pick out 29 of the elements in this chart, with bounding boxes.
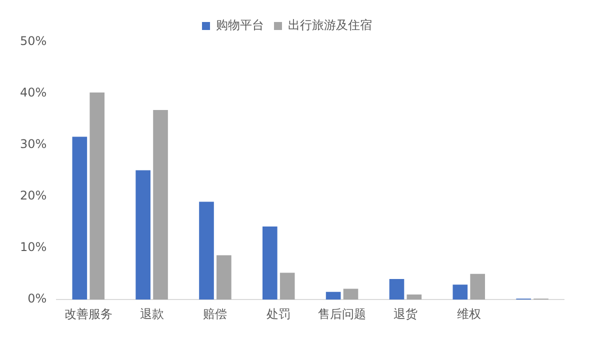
- x-tick-label: 退货: [393, 306, 418, 321]
- x-tick-label: 售后问题: [318, 306, 366, 321]
- bar: [452, 284, 468, 300]
- bar: [136, 170, 150, 300]
- bar: [72, 136, 88, 300]
- legend-label: 出行旅游及住宿: [288, 18, 372, 32]
- y-tick-label: 40%: [20, 86, 47, 100]
- bar: [343, 288, 358, 300]
- bar: [262, 226, 278, 300]
- y-tick-label: 20%: [20, 188, 47, 203]
- bar: [199, 202, 214, 300]
- x-tick-label: 赔偿: [203, 306, 228, 321]
- bar: [326, 292, 341, 300]
- bar: [406, 294, 422, 300]
- legend-label: 购物平台: [216, 18, 264, 32]
- x-tick-label: 改善服务: [64, 306, 112, 321]
- y-tick-label: 0%: [28, 292, 47, 306]
- bar: [216, 255, 232, 300]
- bar: [280, 272, 295, 300]
- bar: [389, 278, 404, 300]
- y-tick-label: 30%: [20, 137, 47, 152]
- y-tick-label: 50%: [20, 34, 47, 48]
- x-tick-label: 维权: [456, 306, 481, 321]
- bar: [153, 110, 168, 300]
- bar: [90, 92, 105, 300]
- bar: [470, 274, 486, 300]
- x-tick-label: 处罚: [266, 306, 291, 321]
- x-tick-label: 退款: [140, 306, 164, 321]
- y-tick-label: 10%: [20, 240, 47, 254]
